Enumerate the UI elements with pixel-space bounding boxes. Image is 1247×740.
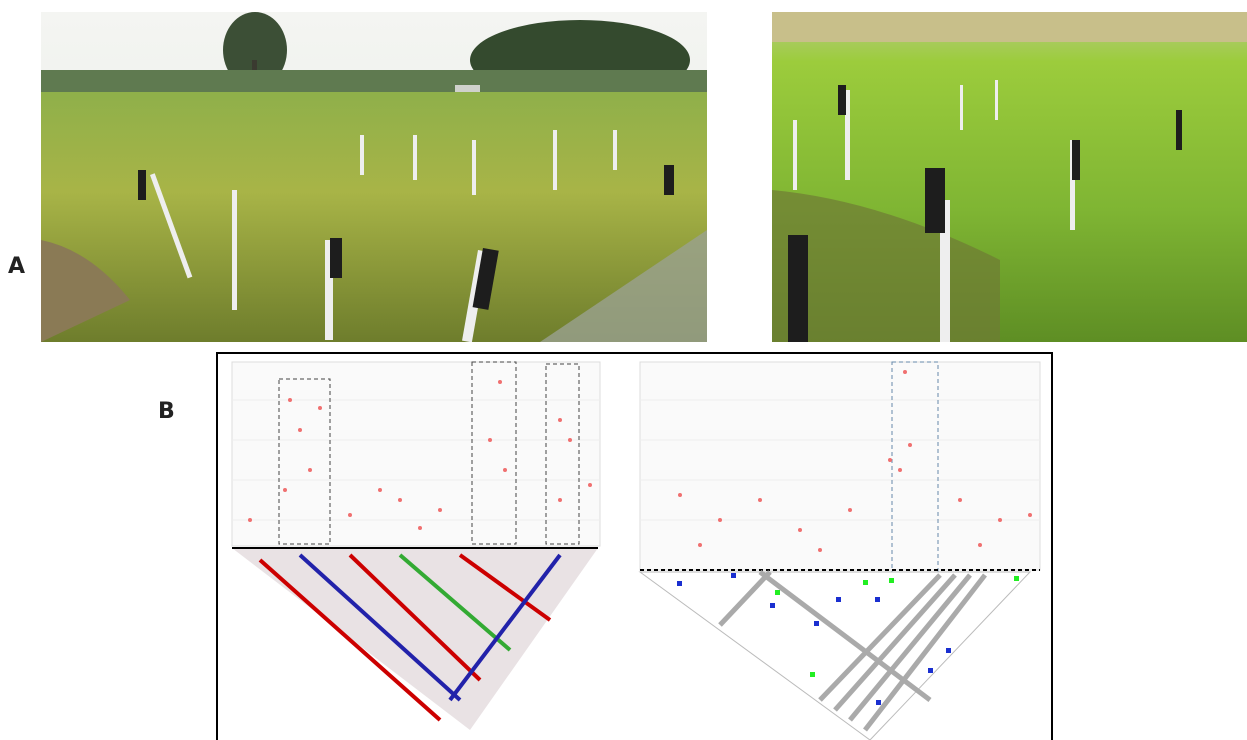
photo-field-right bbox=[772, 12, 1247, 342]
figure: A B bbox=[0, 0, 1247, 740]
photo-field-left bbox=[41, 12, 707, 342]
page: A B bbox=[0, 0, 1247, 740]
panel-label: B bbox=[158, 399, 175, 424]
panel-label: A bbox=[8, 254, 25, 279]
